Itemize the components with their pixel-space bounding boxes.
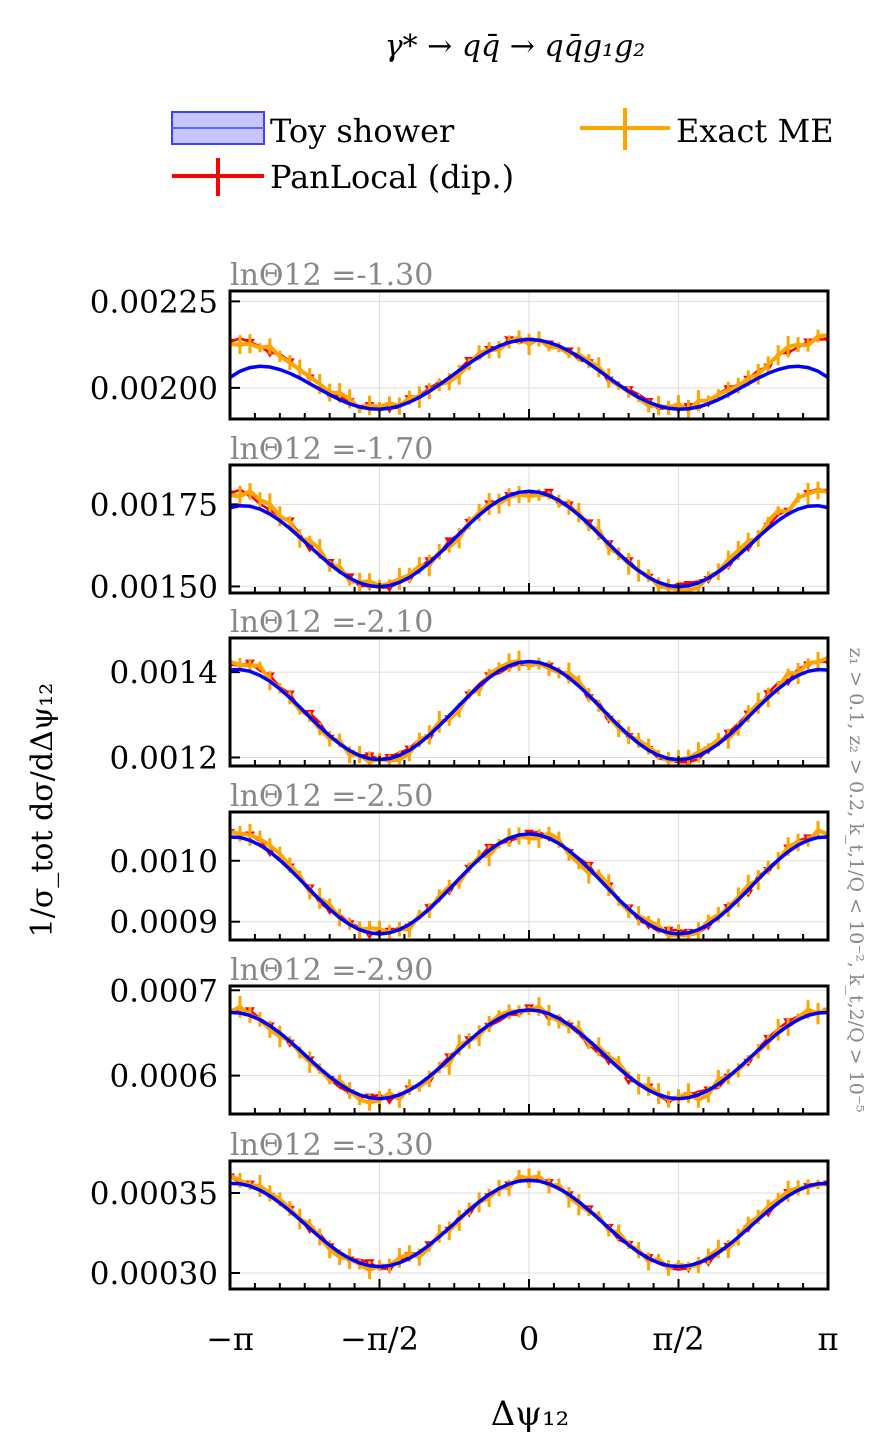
panel-title: lnΘ12 =-2.10 [230, 605, 433, 640]
x-tick-label: π/2 [652, 1320, 704, 1358]
series-toy-shower-line [230, 489, 828, 589]
series-toy-shower-line [230, 1008, 828, 1101]
y-tick-label: 0.00035 [90, 1176, 218, 1212]
legend-label-panlocal: PanLocal (dip.) [270, 158, 514, 196]
legend-item-toy-shower: Toy shower [171, 111, 455, 150]
y-tick-label: 0.00225 [90, 284, 218, 320]
legend: Toy shower Exact ME PanLocal (dip.) [171, 108, 834, 196]
panel-title: lnΘ12 =-1.30 [230, 258, 433, 293]
panel-data [230, 820, 828, 940]
panel-data [230, 650, 828, 766]
series-toy-shower-line [230, 337, 828, 411]
legend-item-exact-me: Exact ME [580, 108, 834, 150]
panel-6: lnΘ12 =-3.30 0.00030 0.00035 [90, 1128, 830, 1292]
panel-title: lnΘ12 =-3.30 [230, 1128, 433, 1163]
y-tick-label: 0.0007 [110, 973, 218, 1009]
x-axis-label: Δψ₁₂ [491, 1394, 569, 1434]
legend-item-panlocal: PanLocal (dip.) [172, 158, 514, 196]
panel-data [230, 329, 828, 419]
y-tick-label: 0.0012 [110, 740, 218, 776]
y-tick-label: 0.00200 [90, 371, 218, 407]
panel-title: lnΘ12 =-2.50 [230, 779, 433, 814]
series-toy-shower-line [230, 1178, 828, 1269]
y-tick-label: 0.0009 [110, 905, 218, 941]
figure-title: γ* → qq̄ → qq̄g₁g₂ [385, 29, 646, 64]
legend-label-toy-shower: Toy shower [270, 112, 455, 150]
panel-3: lnΘ12 =-2.10 0.0012 0.0014 [110, 605, 830, 776]
x-tick-label: −π [206, 1320, 254, 1358]
y-tick-label: 0.00150 [90, 569, 218, 605]
series-toy-shower-line [230, 659, 828, 762]
panel-data [230, 481, 828, 593]
y-tick-label: 0.0006 [110, 1059, 218, 1095]
panel-2: lnΘ12 =-1.70 0.00150 0.00175 [90, 432, 830, 605]
x-tick-label: 0 [519, 1320, 539, 1358]
x-tick-label: −π/2 [340, 1320, 419, 1358]
y-tick-label: 0.00175 [90, 487, 218, 523]
x-tick-labels: −π −π/2 0 π/2 π [206, 1320, 838, 1358]
panel-title: lnΘ12 =-1.70 [230, 432, 433, 467]
panel-data [230, 995, 828, 1111]
panel-5: lnΘ12 =-2.90 0.0006 0.0007 [110, 953, 830, 1116]
x-tick-label: π [817, 1320, 838, 1358]
y-tick-label: 0.00030 [90, 1256, 218, 1292]
panel-4: lnΘ12 =-2.50 0.0009 0.0010 [110, 779, 830, 942]
y-axis-label: 1/σ_tot dσ/dΔψ₁₂ [25, 683, 60, 938]
panel-data [230, 1168, 828, 1280]
y-tick-label: 0.0014 [110, 655, 218, 691]
y-tick-label: 0.0010 [110, 844, 218, 880]
panels: lnΘ12 =-1.30 0.00200 0.00225 lnΘ12 =-1.70 0.… [90, 258, 830, 1292]
legend-label-exact-me: Exact ME [676, 112, 834, 150]
cuts-side-label: z₁ > 0.1, z₂ > 0.2, k_t,1/Q < 10⁻², k_t,… [845, 647, 867, 1112]
series-toy-shower-line [230, 832, 828, 936]
panel-title: lnΘ12 =-2.90 [230, 953, 433, 988]
panel-1: lnΘ12 =-1.30 0.00200 0.00225 [90, 258, 830, 421]
